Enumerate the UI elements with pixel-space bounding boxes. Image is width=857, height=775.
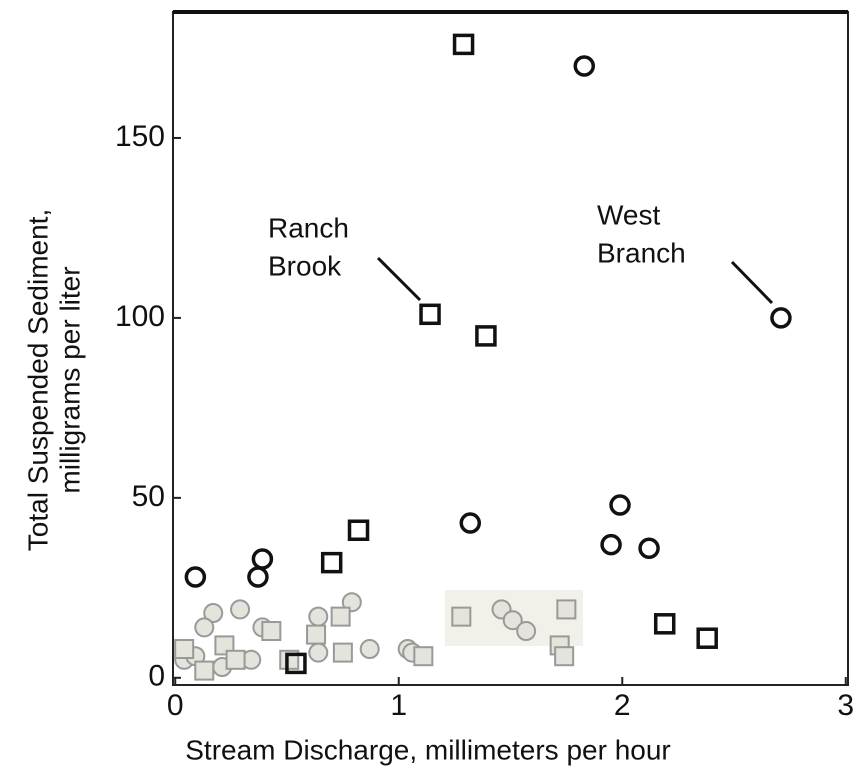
point [413,646,434,667]
point [452,33,475,56]
point [194,617,215,638]
point [770,307,792,329]
point [194,660,215,681]
point [459,512,482,534]
point [174,639,195,660]
y-tick-label: 50 [132,480,165,513]
point [653,613,676,635]
point [600,533,622,556]
leader-line [730,260,774,305]
point [419,303,441,326]
point [696,627,718,649]
point [184,566,207,588]
y-tick-label: 0 [148,660,165,693]
point [638,537,660,559]
point [247,566,269,588]
x-axis-label: Stream Discharge, millimeters per hour [185,734,671,765]
point [347,519,370,541]
point [203,603,224,624]
point [516,621,537,642]
x-tick-label: 0 [167,689,184,722]
leader-line [376,256,422,302]
y-axis-label-line: milligrams per liter [54,266,85,493]
point [573,55,596,77]
x-tick-label: 2 [614,689,631,722]
point [330,606,351,627]
point [609,494,631,516]
plot-frame [172,11,849,686]
point [261,621,282,642]
annotation: West [597,199,660,230]
annotation: Ranch [268,212,349,243]
annotation: Brook [268,250,342,281]
x-tick-label: 3 [837,689,854,722]
point [332,642,353,663]
annotation: Branch [597,237,686,268]
point [502,610,523,631]
point [230,599,251,620]
point [475,325,497,347]
point [308,606,329,627]
point [308,642,329,663]
point [306,624,327,645]
y-tick-label: 100 [115,300,165,333]
x-tick-label: 1 [390,689,407,722]
point [320,551,343,574]
point [359,639,380,660]
point [451,606,472,627]
point [285,652,307,675]
y-axis-label-line: Total Suspended Sediment, [22,209,53,551]
point [225,649,246,670]
y-axis-label: Total Suspended Sediment, milligrams per… [22,209,85,551]
point [556,599,577,620]
point [554,646,575,667]
point [251,548,274,570]
y-tick-label: 150 [115,120,165,153]
